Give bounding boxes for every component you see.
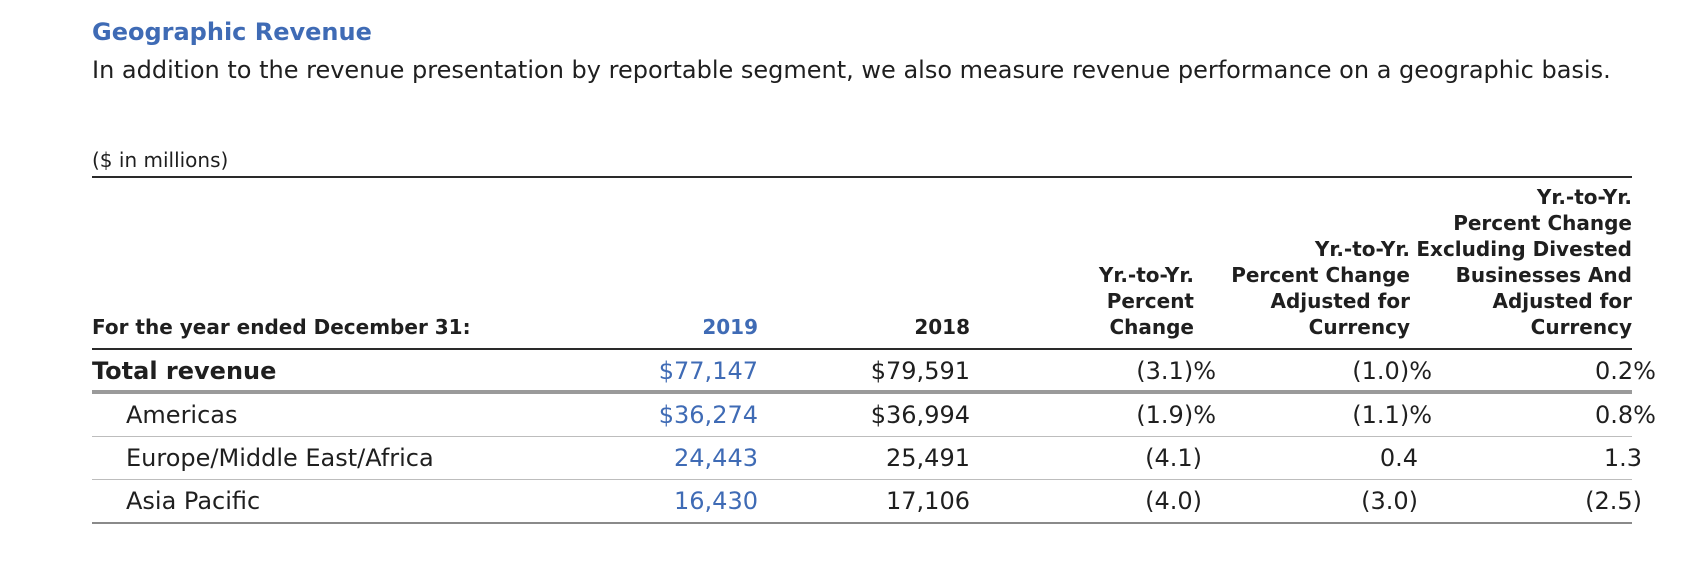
header-exdiv-line: Yr.-to-Yr. bbox=[1536, 185, 1632, 209]
cell-2019: $77,147 bbox=[658, 357, 758, 385]
cell-yoy: (4.0) bbox=[1145, 487, 1202, 515]
header-excluding-divested: Yr.-to-Yr. Percent Change Excluding Dive… bbox=[1416, 184, 1632, 340]
cell-2018: 25,491 bbox=[886, 444, 970, 472]
total-row-rule bbox=[92, 390, 1632, 394]
cell-excluding-divested: (2.5) bbox=[1585, 487, 1642, 515]
header-2019: 2019 bbox=[702, 315, 758, 339]
row-rule bbox=[92, 436, 1632, 437]
row-label: Americas bbox=[126, 401, 238, 429]
cell-yoy: (4.1) bbox=[1145, 444, 1202, 472]
cell-adjusted: (1.0)% bbox=[1352, 357, 1432, 385]
row-label: Europe/Middle East/Africa bbox=[126, 444, 434, 472]
row-rule bbox=[92, 479, 1632, 480]
header-yoy-line: Percent bbox=[1106, 289, 1194, 313]
cell-excluding-divested: 0.2% bbox=[1595, 357, 1656, 385]
header-exdiv-line: Adjusted for bbox=[1492, 289, 1632, 313]
cell-excluding-divested: 0.8% bbox=[1595, 401, 1656, 429]
row-label: Total revenue bbox=[92, 357, 277, 385]
header-exdiv-line: Excluding Divested bbox=[1416, 237, 1632, 261]
table-header-rule bbox=[92, 348, 1632, 350]
table-row-asia-pacific: Asia Pacific 16,430 17,106 (4.0) (3.0) (… bbox=[92, 480, 1642, 522]
table-row-americas: Americas $36,274 $36,994 (1.9)% (1.1)% 0… bbox=[92, 394, 1656, 436]
cell-adjusted: (1.1)% bbox=[1352, 401, 1432, 429]
header-adj-line: Yr.-to-Yr. bbox=[1314, 237, 1410, 261]
section-title: Geographic Revenue bbox=[92, 18, 372, 46]
header-yoy-line: Yr.-to-Yr. bbox=[1098, 263, 1194, 287]
header-adj-line: Currency bbox=[1308, 315, 1410, 339]
cell-2019: 24,443 bbox=[674, 444, 758, 472]
cell-2019: $36,274 bbox=[658, 401, 758, 429]
header-yoy-change: Yr.-to-Yr. Percent Change bbox=[1099, 262, 1194, 340]
header-exdiv-line: Businesses And bbox=[1455, 263, 1632, 287]
header-adjusted-currency: Yr.-to-Yr. Percent Change Adjusted for C… bbox=[1231, 236, 1410, 340]
header-exdiv-line: Percent Change bbox=[1453, 211, 1632, 235]
cell-excluding-divested: 1.3 bbox=[1603, 444, 1642, 472]
table-row-emea: Europe/Middle East/Africa 24,443 25,491 … bbox=[92, 437, 1642, 479]
header-exdiv-line: Currency bbox=[1530, 315, 1632, 339]
table-row-total-revenue: Total revenue $77,147 $79,591 (3.1)% (1.… bbox=[92, 350, 1656, 392]
table-top-rule bbox=[92, 176, 1632, 178]
cell-2018: $36,994 bbox=[870, 401, 970, 429]
header-2018: 2018 bbox=[914, 315, 970, 339]
header-adj-line: Adjusted for bbox=[1270, 289, 1410, 313]
table-bottom-rule bbox=[92, 522, 1632, 524]
row-label: Asia Pacific bbox=[126, 487, 261, 515]
cell-adjusted: (3.0) bbox=[1361, 487, 1418, 515]
header-yoy-line: Change bbox=[1109, 315, 1194, 339]
cell-yoy: (1.9)% bbox=[1136, 401, 1216, 429]
cell-2018: 17,106 bbox=[886, 487, 970, 515]
header-label: For the year ended December 31: bbox=[92, 315, 471, 339]
section-subtitle: In addition to the revenue presentation … bbox=[92, 56, 1611, 84]
header-adj-line: Percent Change bbox=[1231, 263, 1410, 287]
cell-2019: 16,430 bbox=[674, 487, 758, 515]
units-note: ($ in millions) bbox=[92, 148, 229, 172]
cell-2018: $79,591 bbox=[870, 357, 970, 385]
table-header: For the year ended December 31: 2019 201… bbox=[92, 178, 1632, 348]
cell-yoy: (3.1)% bbox=[1136, 357, 1216, 385]
cell-adjusted: 0.4 bbox=[1379, 444, 1418, 472]
